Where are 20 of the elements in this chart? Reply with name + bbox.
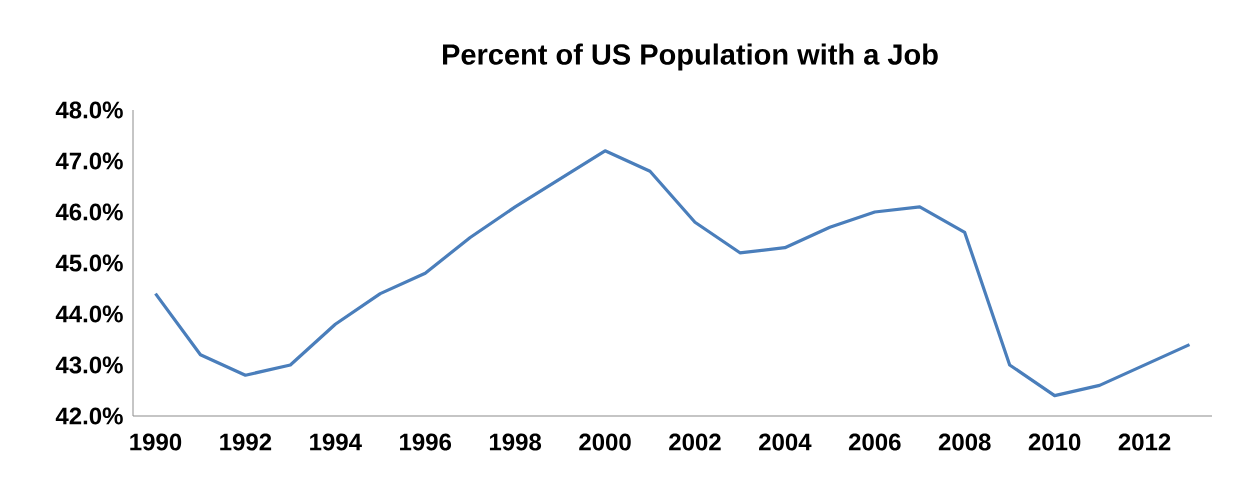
y-tick-label: 47.0% bbox=[55, 152, 123, 170]
y-tick-label: 42.0% bbox=[55, 407, 123, 425]
y-tick-label: 44.0% bbox=[55, 305, 123, 323]
x-tick-label: 1994 bbox=[310, 433, 362, 451]
x-tick-label: 2000 bbox=[579, 433, 631, 451]
x-tick-label: 2002 bbox=[669, 433, 721, 451]
x-tick-label: 1998 bbox=[489, 433, 542, 451]
x-tick-label: 1990 bbox=[130, 433, 182, 451]
x-tick-label: 1996 bbox=[400, 433, 452, 451]
y-tick-label: 46.0% bbox=[55, 203, 123, 221]
y-tick-label: 48.0% bbox=[55, 101, 123, 119]
y-tick-label: 45.0% bbox=[55, 254, 123, 272]
x-tick-label: 2012 bbox=[1118, 433, 1171, 451]
y-tick-label: 43.0% bbox=[55, 356, 123, 374]
x-tick-label: 2008 bbox=[938, 433, 991, 451]
x-tick-label: 2010 bbox=[1028, 433, 1081, 451]
x-tick-label: 2004 bbox=[759, 433, 812, 451]
x-tick-label: 2006 bbox=[848, 433, 901, 451]
chart-title: Percent of US Population with a Job bbox=[443, 43, 938, 71]
x-tick-label: 1992 bbox=[220, 433, 272, 451]
